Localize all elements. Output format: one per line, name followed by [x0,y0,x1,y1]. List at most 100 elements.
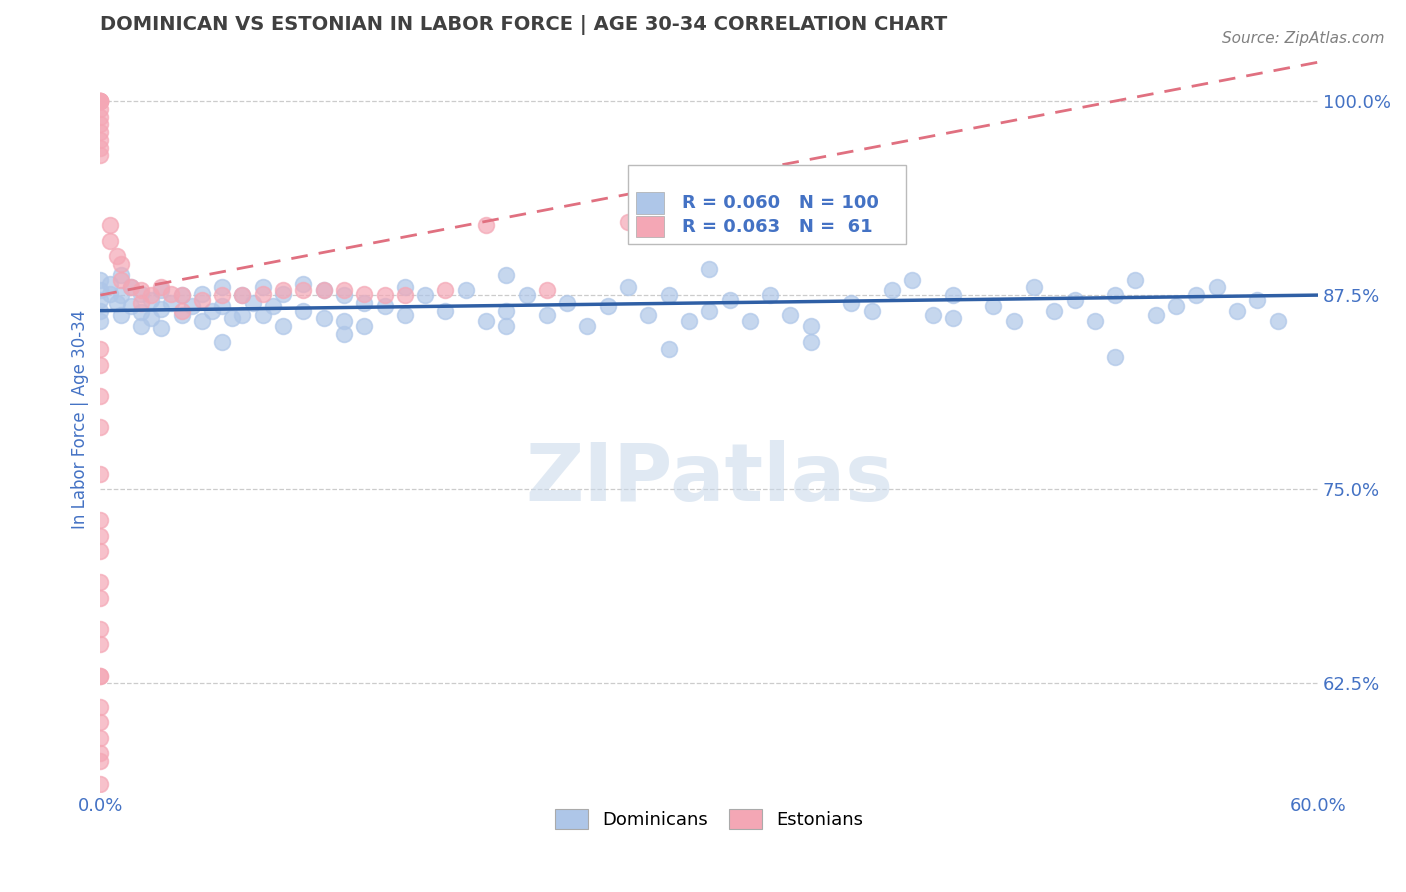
Point [129,319,152,334]
Point [191,293,214,307]
Point [129,286,152,301]
Point [89,358,111,372]
Point [89,575,111,590]
Point [252,308,274,322]
Point [271,284,294,298]
Point [89,314,111,328]
Point [271,319,294,334]
Point [191,286,214,301]
Point [211,288,233,302]
Point [139,311,162,326]
Point [89,529,111,543]
Text: R = 0.060   N = 100: R = 0.060 N = 100 [682,194,879,212]
Point [150,284,173,298]
Point [1164,299,1187,313]
Point [394,288,416,302]
Point [697,219,720,233]
Point [394,308,416,322]
Point [89,94,111,108]
Point [170,288,193,302]
Point [89,125,111,139]
Point [292,277,315,292]
Point [110,272,132,286]
Point [312,284,335,298]
Point [160,286,183,301]
Point [89,668,111,682]
Point [738,314,761,328]
Text: Source: ZipAtlas.com: Source: ZipAtlas.com [1222,31,1385,46]
Point [211,334,233,349]
Point [252,286,274,301]
Point [89,284,111,298]
Point [150,301,173,316]
Point [105,296,128,310]
Point [89,544,111,558]
Point [89,591,111,605]
Point [120,280,142,294]
Point [89,102,111,116]
Point [800,334,823,349]
Point [1104,350,1126,364]
Point [120,280,142,294]
Point [89,668,111,682]
Point [292,284,315,298]
Point [139,293,162,307]
Point [555,296,578,310]
Point [120,299,142,313]
Point [759,288,782,302]
Point [242,296,264,310]
Point [89,94,111,108]
Point [89,754,111,768]
Point [1185,288,1208,302]
Point [191,314,214,328]
Point [800,319,823,334]
Point [1022,280,1045,294]
Point [434,303,457,318]
Point [333,288,356,302]
Point [333,284,356,298]
Point [434,284,457,298]
Point [1246,293,1268,307]
Point [231,288,253,302]
Point [211,280,233,294]
Point [252,280,274,294]
Point [170,308,193,322]
Point [779,308,801,322]
Point [89,272,111,286]
Point [89,94,111,108]
Point [150,320,173,334]
Point [221,311,243,326]
Y-axis label: In Labor Force | Age 30-34: In Labor Force | Age 30-34 [72,310,89,529]
Point [1104,288,1126,302]
Point [271,286,294,301]
Point [170,303,193,318]
Point [89,513,111,527]
Point [89,715,111,730]
Point [475,219,498,233]
Point [180,299,202,313]
Point [231,288,253,302]
Point [292,303,315,318]
Point [637,308,659,322]
Point [353,286,375,301]
Point [89,117,111,131]
Point [495,303,517,318]
Point [413,288,436,302]
Point [983,299,1005,313]
Point [110,268,132,282]
Point [353,296,375,310]
Point [596,299,619,313]
Point [658,288,681,302]
Point [373,288,395,302]
Point [89,637,111,651]
Point [333,326,356,341]
Point [201,303,224,318]
Point [231,308,253,322]
Point [495,268,517,282]
Point [89,699,111,714]
Point [110,288,132,302]
Point [617,280,640,294]
Point [718,293,741,307]
Point [110,308,132,322]
Point [617,215,640,229]
